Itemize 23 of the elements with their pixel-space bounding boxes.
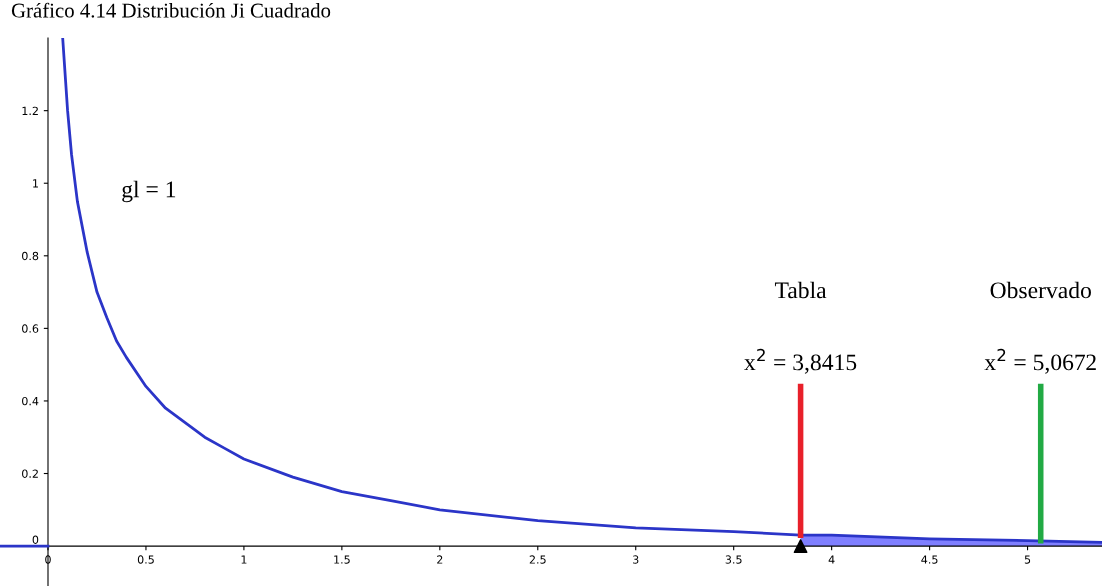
annotation: Tabla (774, 281, 827, 299)
y-tick-label: 0.6 (22, 324, 39, 333)
x-tick-label: 3 (633, 555, 639, 564)
y-tick-label: 0.4 (22, 396, 39, 406)
y-tick-label: 0.8 (22, 251, 39, 261)
annotation: gl = 1 (122, 180, 176, 203)
y-tick-label: 0.2 (22, 469, 38, 478)
annotation: x$^{2}$ = 5,0672 (984, 348, 1096, 374)
x-tick-label: 0.5 (137, 555, 154, 564)
x-tick-label: 2 (437, 555, 443, 564)
chart-title: Gráfico 4.14 Distribución Ji Cuadrado (11, 2, 331, 18)
x-tick-label: 2.5 (529, 555, 546, 564)
x-tick-label: 4 (828, 555, 835, 564)
x-tick-label: 4.5 (921, 555, 938, 564)
y-tick-label: 0 (32, 535, 39, 544)
annotation: Observado (990, 281, 1091, 299)
y-tick-label: 1.2 (22, 106, 38, 115)
x-tick-label: 5 (1024, 555, 1031, 564)
y-tick-label: 1 (33, 179, 38, 188)
x-tick-label: 1.5 (334, 555, 350, 564)
x-tick-label: 1 (241, 555, 247, 564)
x-tick-label: 3.5 (725, 555, 742, 564)
annotation: x$^{2}$ = 3,8415 (744, 348, 857, 374)
